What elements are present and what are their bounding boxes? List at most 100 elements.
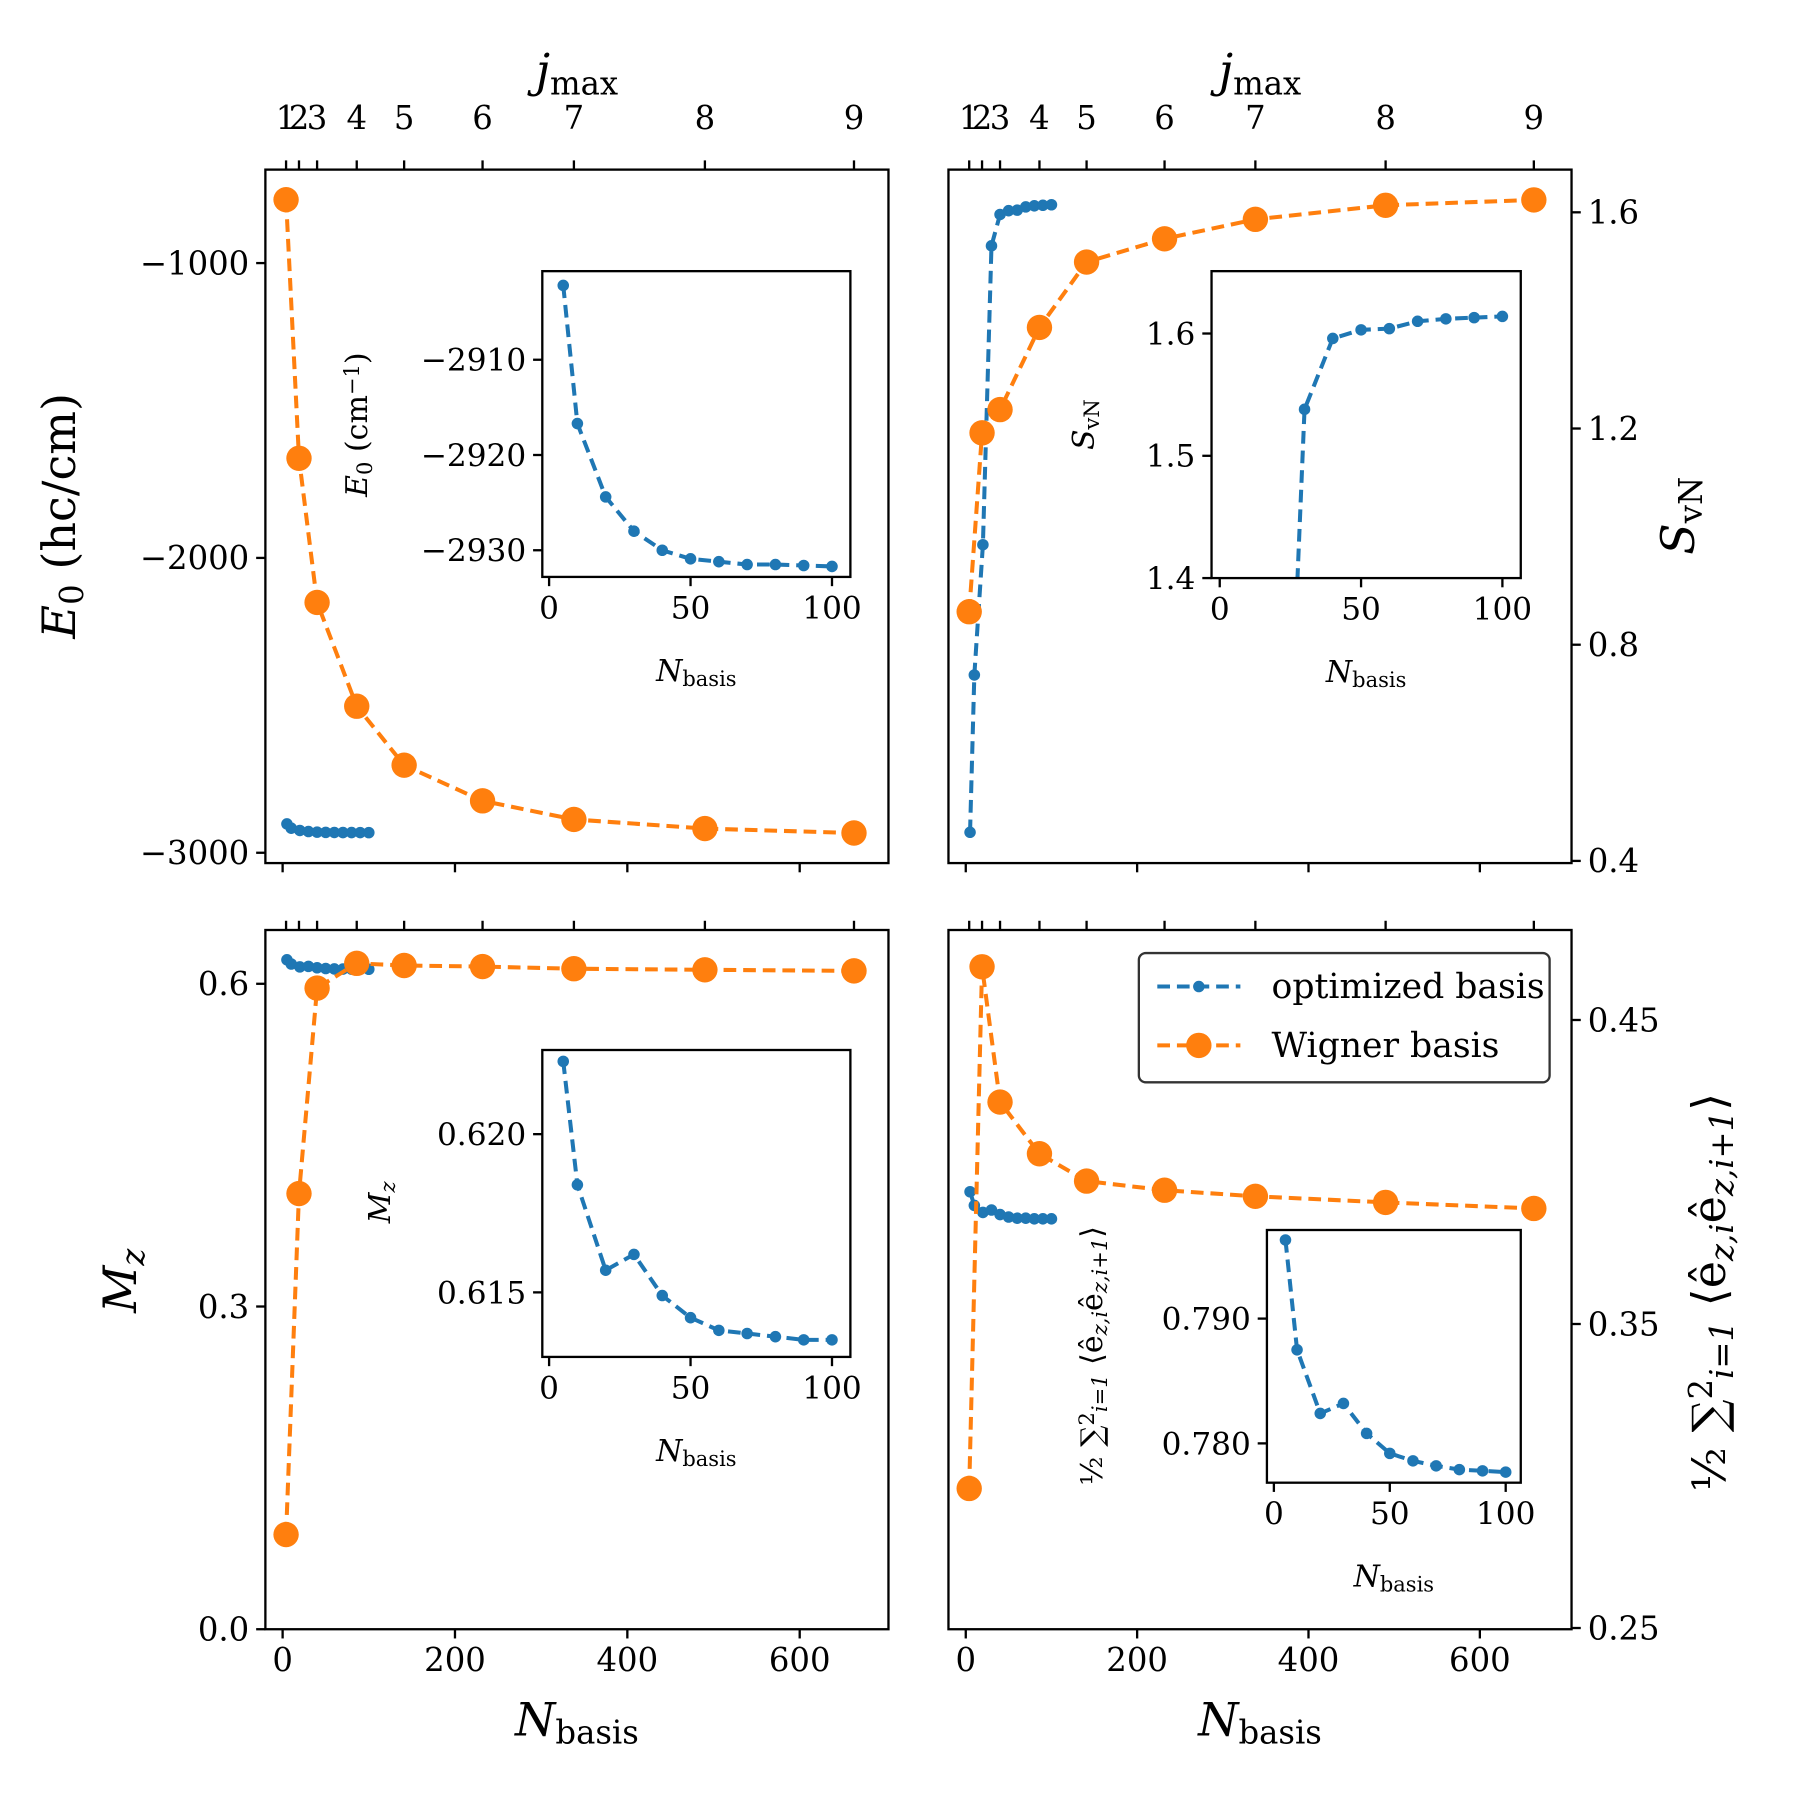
marker [1002, 204, 1015, 217]
marker [599, 1264, 612, 1276]
marker [294, 824, 306, 837]
inset-background [1211, 271, 1521, 579]
marker [1521, 187, 1547, 213]
marker [1028, 200, 1041, 212]
marker [1151, 1177, 1178, 1203]
marker [1073, 249, 1100, 275]
x-axis-label: Nbasis [514, 1692, 639, 1751]
label-part: ê [1682, 1196, 1736, 1223]
label-part: N [655, 1434, 684, 1469]
y-tick-label: 0.35 [1588, 1305, 1660, 1343]
marker [985, 240, 998, 252]
label-part: ½ ∑ [1682, 1399, 1736, 1491]
label-part: ½ ∑ [1075, 1425, 1110, 1486]
x-tick-label: 600 [769, 1641, 831, 1679]
series-line [561, 1061, 832, 1342]
label-part: M [363, 1191, 398, 1224]
label-part: z,i+1 [1703, 1111, 1741, 1197]
legend-label: Wigner basis [1272, 1026, 1500, 1066]
marker [741, 558, 753, 571]
marker [969, 420, 995, 446]
marker [956, 599, 982, 625]
y-tick-label: 1.4 [1146, 561, 1196, 597]
marker [311, 961, 323, 974]
y-tick-label: 0.3 [198, 1288, 249, 1326]
y-tick-label: 1.5 [1146, 439, 1196, 475]
x2-tick-label: 8 [695, 99, 716, 137]
y-tick-label: 0.8 [1588, 626, 1639, 664]
marker [1291, 1344, 1303, 1356]
marker [1383, 322, 1396, 335]
marker [599, 491, 612, 503]
marker [713, 1324, 725, 1337]
y-tick-label: 0.620 [437, 1117, 526, 1153]
x2-tick-label: 5 [394, 99, 415, 137]
label-part: z,i+1 [1088, 1238, 1112, 1294]
x2-tick-label: 6 [472, 99, 493, 137]
marker [571, 1179, 584, 1191]
marker [469, 788, 496, 814]
y-axis-label: ½ ∑2i=1 ⟨êz,iêz,i+1⟩ [1075, 1226, 1113, 1485]
marker [391, 752, 417, 778]
marker [328, 826, 341, 839]
label-part: N [514, 1692, 557, 1746]
x-tick-label: 0 [272, 1641, 293, 1679]
y-tick-label: 0.615 [437, 1275, 526, 1311]
label-part: max [1233, 65, 1301, 103]
marker [1002, 1211, 1015, 1223]
marker [964, 826, 976, 839]
x-tick-label: 0 [539, 590, 559, 626]
legend-label: optimized basis [1272, 967, 1545, 1007]
label-part: j [1210, 44, 1233, 98]
marker [337, 826, 349, 839]
marker [1453, 1463, 1466, 1476]
label-part: N [655, 654, 684, 689]
plot-area [273, 950, 867, 1548]
marker [1045, 198, 1058, 211]
x2-tick-label: 7 [564, 99, 585, 137]
label-part: basis [1380, 1573, 1434, 1597]
label-part: vN [1672, 477, 1710, 525]
x-tick-label: 100 [802, 590, 861, 626]
x-tick-label: 600 [1449, 1641, 1511, 1679]
label-part: ⟩ [1075, 1226, 1110, 1238]
plot-area [1295, 310, 1509, 579]
marker [964, 1185, 976, 1198]
marker [557, 279, 570, 292]
y-tick-label: −2910 [421, 343, 526, 379]
label-part: i=1 [1703, 1321, 1741, 1379]
marker [1476, 1465, 1489, 1477]
marker [1151, 226, 1178, 252]
inset-background [542, 271, 851, 577]
marker [273, 1521, 299, 1548]
x-axis-label: Nbasis [655, 654, 736, 691]
label-part: E [340, 475, 375, 498]
marker [1496, 310, 1509, 323]
marker [1242, 206, 1269, 233]
y-tick-label: 0.45 [1588, 1001, 1660, 1039]
marker [1314, 1407, 1327, 1420]
inset-background [542, 1050, 851, 1357]
x2-tick-label: 1 [276, 99, 297, 137]
label-part: M [93, 1264, 147, 1314]
plot-area [557, 279, 838, 573]
marker [571, 417, 584, 430]
x2-tick-label: 7 [1245, 99, 1266, 137]
marker [1407, 1455, 1419, 1467]
marker [797, 1334, 810, 1346]
label-part: 2 [1075, 1412, 1099, 1425]
y-tick-label: −2930 [421, 533, 526, 569]
marker [391, 952, 417, 979]
marker [1372, 192, 1399, 218]
marker [1242, 1183, 1269, 1210]
x2-axis-label: jmax [527, 44, 618, 103]
marker [1430, 1460, 1442, 1472]
marker [1298, 403, 1311, 416]
marker [969, 954, 995, 980]
x2-tick-label: 9 [1524, 99, 1545, 137]
label-part: basis [1238, 1713, 1321, 1751]
marker [304, 589, 330, 616]
y-axis-label: Mz [93, 1248, 152, 1314]
axes-frame [947, 928, 1573, 1631]
x-tick-label: 100 [1476, 1496, 1535, 1532]
